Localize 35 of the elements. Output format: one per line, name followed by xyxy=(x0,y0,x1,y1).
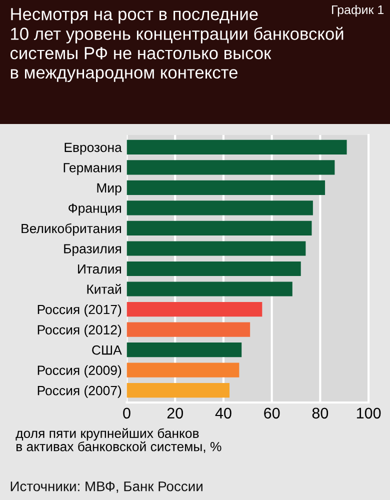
y-tick-label: Великобритания xyxy=(22,223,121,236)
bar xyxy=(126,140,347,154)
x-tick-label: 60 xyxy=(264,408,280,419)
bar xyxy=(126,200,313,216)
bar xyxy=(126,241,306,256)
bar xyxy=(126,220,312,236)
x-tick-label: 0 xyxy=(123,408,130,419)
bar xyxy=(126,322,250,337)
y-tick-label: Франция xyxy=(68,204,121,216)
y-tick-label: Россия (2009) xyxy=(38,365,122,378)
bar xyxy=(126,160,335,175)
y-tick-label: Россия (2012) xyxy=(38,324,122,338)
y-tick-label: Мир xyxy=(97,183,122,196)
bar xyxy=(126,302,262,317)
text: График 1 xyxy=(332,5,384,17)
text: Источники: МВФ, Банк России xyxy=(10,481,202,493)
x-tick-label: 100 xyxy=(356,408,381,419)
x-tick-label: 40 xyxy=(215,408,232,419)
y-tick-label: США xyxy=(92,345,122,355)
y-tick-label: Германия xyxy=(64,163,121,175)
x-axis-title: доля пяти крупнейших банков в активах банковской системы, % xyxy=(16,428,222,453)
y-tick-label: Еврозона xyxy=(64,142,122,155)
bar xyxy=(126,261,301,276)
bar xyxy=(126,180,326,195)
y-tick-label: Бразилия xyxy=(64,244,121,256)
bar xyxy=(126,362,240,378)
y-tick-label: Россия (2007) xyxy=(38,386,122,398)
x-tick-label: 20 xyxy=(167,408,184,419)
bar xyxy=(126,342,242,358)
y-tick-label: Китай xyxy=(87,284,121,294)
y-tick-label: Россия (2017) xyxy=(38,304,122,317)
bar xyxy=(126,282,292,296)
x-tick-label: 80 xyxy=(312,408,328,419)
y-tick-label: Италия xyxy=(78,264,121,274)
bar xyxy=(126,383,230,398)
